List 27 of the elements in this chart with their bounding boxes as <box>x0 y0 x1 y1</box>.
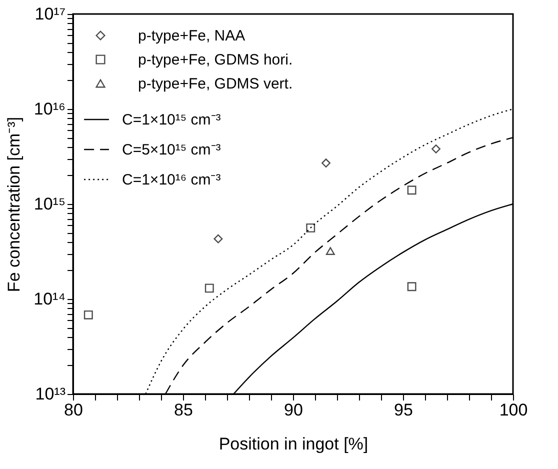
point <box>84 310 93 320</box>
x-axis-title: Position in ingot [%] <box>218 434 368 454</box>
legend-label: p-type+Fe, NAA <box>138 28 246 44</box>
point <box>306 223 316 232</box>
point <box>432 144 440 154</box>
y-tick-label: 10¹⁷ <box>34 4 66 24</box>
point <box>326 247 335 255</box>
y-tick-label: 10¹⁶ <box>34 100 66 118</box>
legend-label: C=1×10¹⁵ cm⁻³ <box>122 112 221 128</box>
point <box>204 284 214 293</box>
x-tick-label: 95 <box>394 400 413 420</box>
x-tick-label: 90 <box>284 400 303 420</box>
x-tick-label: 80 <box>64 400 83 420</box>
point <box>214 234 223 244</box>
point <box>322 158 330 168</box>
legend-label: p-type+Fe, GDMS hori. <box>138 52 293 68</box>
point <box>407 186 416 195</box>
y-tick-label: 10¹⁵ <box>34 194 66 214</box>
x-tick-label: 100 <box>499 400 528 420</box>
legend-label: p-type+Fe, GDMS vert. <box>138 76 293 92</box>
y-tick-label: 10¹³ <box>35 384 66 404</box>
legend-label: C=1×10¹⁶ cm⁻³ <box>122 172 221 188</box>
legend-label: C=5×10¹⁵ cm⁻³ <box>122 142 221 158</box>
x-tick-label: 85 <box>174 400 193 420</box>
y-axis-title: Fe concentration [cm⁻³] <box>4 116 24 292</box>
point <box>407 282 416 292</box>
y-tick-label: 10¹⁴ <box>34 290 66 308</box>
